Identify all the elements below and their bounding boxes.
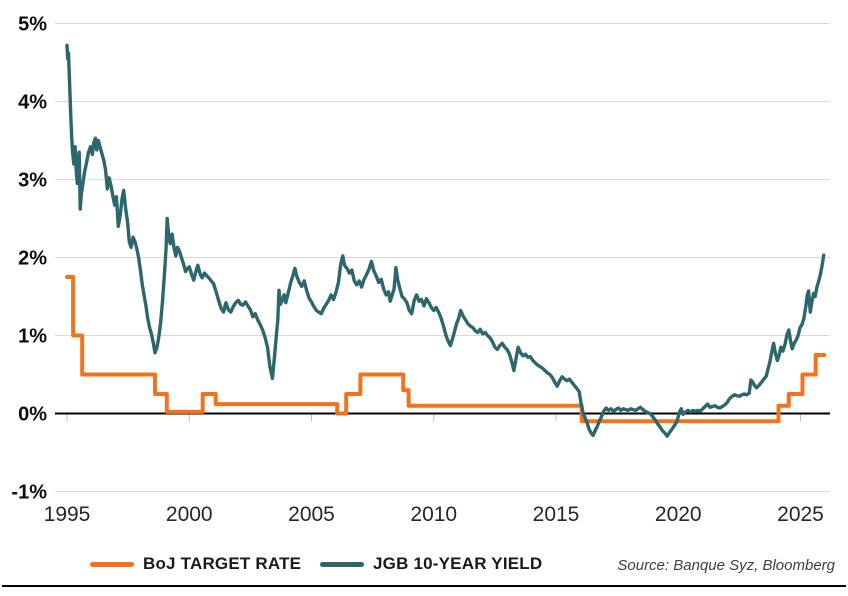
y-tick-label: 3% — [18, 170, 47, 192]
series-path-boj-target-rate — [65, 275, 827, 424]
x-tick-label: 2020 — [655, 503, 702, 526]
y-tick-label: 5% — [18, 14, 47, 36]
y-tick-label: -1% — [11, 482, 47, 504]
jgb-10-year-yield-line-swatch — [320, 561, 364, 567]
chart-legend: BoJ TARGET RATE JGB 10-YEAR YIELD — [0, 552, 848, 578]
y-tick-label: 0% — [18, 404, 47, 426]
source-credit: Source: Banque Syz, Bloomberg — [617, 557, 835, 574]
legend-item-jgb-10-year-yield: JGB 10-YEAR YIELD — [320, 552, 542, 576]
y-tick-label: 2% — [18, 248, 47, 270]
x-tick-label: 2005 — [288, 503, 335, 526]
bottom-divider — [2, 585, 846, 587]
line-chart-plot: 5% 4% 3% 2% 1% 0% -1%1995 2000 2005 2010 2015 2020 2… — [11, 14, 830, 526]
legend-label-boj-target-rate: BoJ TARGET RATE — [143, 554, 302, 573]
x-tick-label: 2015 — [533, 503, 580, 526]
x-tick-label: 2000 — [166, 503, 213, 526]
legend-label-jgb-10-year-yield: JGB 10-YEAR YIELD — [373, 554, 543, 573]
x-tick-label: 2025 — [777, 503, 824, 526]
x-tick-label: 1995 — [44, 503, 91, 526]
y-tick-label: 1% — [18, 326, 47, 348]
boj-target-rate-line-swatch — [90, 561, 134, 567]
series-path-jgb-10-year-yield — [65, 43, 826, 438]
legend-item-boj-target-rate: BoJ TARGET RATE — [90, 552, 301, 576]
x-tick-label: 2010 — [410, 503, 457, 526]
y-tick-label: 4% — [18, 92, 47, 114]
